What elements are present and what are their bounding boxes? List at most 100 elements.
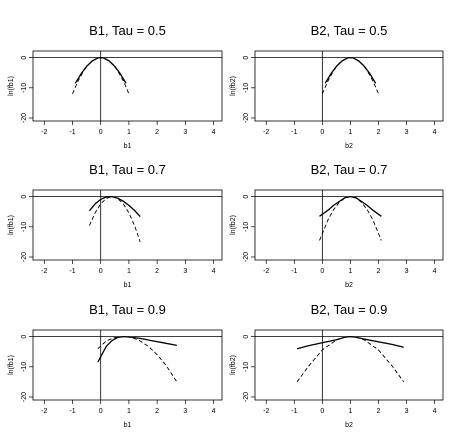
x-tick-label: 1 xyxy=(348,129,352,136)
dashed-curve xyxy=(97,336,178,383)
x-tick-label: 0 xyxy=(99,268,103,275)
x-tick-label: 4 xyxy=(433,129,437,136)
solid-curve xyxy=(296,335,404,350)
x-tick-label: 0 xyxy=(320,129,324,136)
y-tick-label: 0 xyxy=(243,56,250,60)
x-tick-label: -2 xyxy=(41,268,47,275)
panel-title: B2, Tau = 0.7 xyxy=(311,162,388,177)
y-tick-label: -10 xyxy=(243,222,250,232)
dashed-curve xyxy=(88,196,141,243)
x-tick-label: 4 xyxy=(212,129,216,136)
x-axis-label: b1 xyxy=(124,422,132,429)
x-tick-label: 3 xyxy=(183,268,187,275)
y-tick-label: -20 xyxy=(243,252,250,262)
dashed-curve xyxy=(72,57,130,94)
plot-frame xyxy=(254,329,444,401)
x-tick-label: 0 xyxy=(320,268,324,275)
y-tick-label: 0 xyxy=(243,335,250,339)
y-tick-label: -10 xyxy=(21,83,28,93)
x-tick-label: -2 xyxy=(41,129,47,136)
x-tick-label: -2 xyxy=(263,129,269,136)
x-tick-label: 2 xyxy=(155,268,159,275)
y-axis-label: ln(fb1) xyxy=(8,76,15,96)
x-tick-label: -1 xyxy=(291,408,297,415)
panel-title: B1, Tau = 0.9 xyxy=(89,302,166,317)
y-tick-label: -20 xyxy=(243,392,250,402)
x-tick-label: -1 xyxy=(69,408,75,415)
x-axis-label: b2 xyxy=(345,282,353,289)
y-tick-label: -20 xyxy=(21,252,28,262)
x-tick-label: 3 xyxy=(405,129,409,136)
y-axis-label: ln(fb1) xyxy=(8,215,15,235)
y-tick-label: 0 xyxy=(21,56,28,60)
y-tick-label: -10 xyxy=(243,362,250,372)
y-axis-label: ln(fb2) xyxy=(230,76,237,96)
y-tick-label: -10 xyxy=(21,222,28,232)
plot-frame xyxy=(254,50,444,122)
x-tick-label: 0 xyxy=(99,408,103,415)
panel-title: B2, Tau = 0.5 xyxy=(311,23,388,38)
dashed-curve xyxy=(321,57,379,94)
x-tick-label: 1 xyxy=(348,268,352,275)
x-tick-label: -1 xyxy=(69,268,75,275)
y-tick-label: -20 xyxy=(21,392,28,402)
x-tick-label: 2 xyxy=(377,268,381,275)
x-tick-label: -1 xyxy=(291,268,297,275)
y-axis-label: ln(fb2) xyxy=(230,215,237,235)
x-tick-label: 1 xyxy=(127,408,131,415)
x-tick-label: 4 xyxy=(212,408,216,415)
solid-curve xyxy=(97,335,178,363)
plot-frame xyxy=(32,329,223,401)
x-tick-label: 2 xyxy=(155,129,159,136)
y-tick-label: -20 xyxy=(21,113,28,123)
x-tick-label: 4 xyxy=(212,268,216,275)
x-tick-label: 4 xyxy=(433,268,437,275)
x-tick-label: -1 xyxy=(291,129,297,136)
solid-curve xyxy=(324,56,377,84)
plot-frame xyxy=(254,189,444,261)
y-tick-label: 0 xyxy=(21,195,28,199)
plot-frame xyxy=(32,50,223,122)
panel-title: B2, Tau = 0.9 xyxy=(311,302,388,317)
y-axis-label: ln(fb1) xyxy=(8,355,15,375)
x-tick-label: 3 xyxy=(183,129,187,136)
x-tick-label: 0 xyxy=(99,129,103,136)
x-tick-label: 3 xyxy=(183,408,187,415)
solid-curve xyxy=(88,195,141,218)
y-axis-label: ln(fb2) xyxy=(230,355,237,375)
y-tick-label: -20 xyxy=(243,113,250,123)
dashed-curve xyxy=(319,196,382,241)
y-tick-label: 0 xyxy=(243,195,250,199)
x-tick-label: -1 xyxy=(69,129,75,136)
x-tick-label: 2 xyxy=(377,129,381,136)
x-axis-label: b1 xyxy=(124,282,132,289)
y-tick-label: 0 xyxy=(21,335,28,339)
panel-title: B1, Tau = 0.7 xyxy=(89,162,166,177)
x-tick-label: 3 xyxy=(405,268,409,275)
x-tick-label: 2 xyxy=(377,408,381,415)
x-tick-label: -2 xyxy=(263,268,269,275)
x-tick-label: 4 xyxy=(433,408,437,415)
x-tick-label: -2 xyxy=(41,408,47,415)
y-tick-label: -10 xyxy=(21,362,28,372)
x-tick-label: 1 xyxy=(127,129,131,136)
plot-frame xyxy=(32,189,223,261)
x-tick-label: 1 xyxy=(348,408,352,415)
x-tick-label: 2 xyxy=(155,408,159,415)
x-tick-label: -2 xyxy=(263,408,269,415)
x-axis-label: b2 xyxy=(345,143,353,150)
x-tick-label: 0 xyxy=(320,408,324,415)
y-tick-label: -10 xyxy=(243,83,250,93)
solid-curve xyxy=(319,195,382,217)
panel-title: B1, Tau = 0.5 xyxy=(89,23,166,38)
x-axis-label: b2 xyxy=(345,422,353,429)
x-axis-label: b1 xyxy=(124,143,132,150)
x-tick-label: 1 xyxy=(127,268,131,275)
